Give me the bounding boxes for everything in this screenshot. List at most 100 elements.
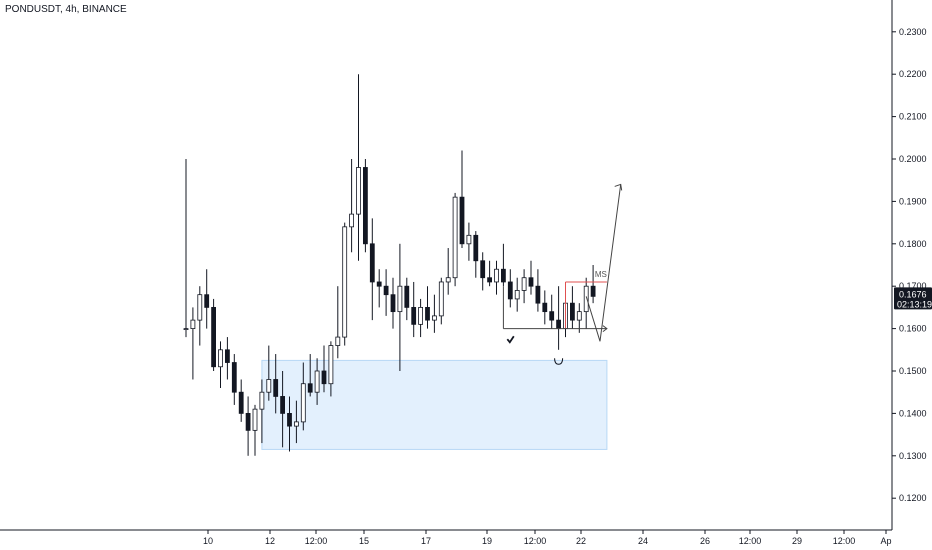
- candle-body: [197, 294, 203, 321]
- candles-layer: [183, 74, 596, 456]
- candle-body: [376, 281, 382, 287]
- support-arrowhead: [602, 325, 608, 333]
- candle-body: [514, 290, 520, 300]
- x-tick-label: 22: [576, 536, 586, 546]
- candle-body: [266, 379, 272, 393]
- candle-body: [438, 281, 444, 317]
- candle: [356, 74, 361, 261]
- bar-countdown: 02:13:19: [897, 299, 932, 309]
- candle: [494, 260, 499, 295]
- candle: [535, 269, 541, 312]
- candle: [307, 354, 313, 397]
- candle: [431, 294, 437, 333]
- candle-body: [356, 167, 361, 215]
- candle: [411, 281, 417, 338]
- candle-body: [280, 396, 286, 414]
- candle: [500, 243, 506, 287]
- candle: [425, 286, 430, 329]
- candle-body: [425, 306, 430, 321]
- check-icon: [506, 335, 515, 344]
- candle: [459, 150, 465, 249]
- candle: [452, 192, 458, 287]
- y-tick-label: 0.1400: [899, 408, 927, 418]
- candle-body: [480, 260, 486, 279]
- y-tick-label: 0.2000: [899, 154, 927, 164]
- candle-body: [466, 234, 472, 245]
- candle: [480, 252, 486, 291]
- candle: [507, 269, 513, 308]
- candle-body: [335, 336, 341, 346]
- candle: [528, 260, 534, 295]
- sweep-curl-icon: [554, 358, 564, 365]
- candle: [183, 159, 189, 338]
- candle-body: [418, 306, 424, 325]
- candle-body: [321, 370, 327, 385]
- candle: [397, 243, 403, 371]
- candle: [473, 231, 479, 278]
- y-tick-label: 0.1200: [899, 493, 927, 503]
- candle: [576, 303, 582, 333]
- candle-body: [556, 319, 561, 329]
- candle-body: [238, 391, 244, 414]
- candle-body: [397, 285, 403, 313]
- candle-body: [473, 234, 479, 262]
- last-price-value: 0.1676: [899, 289, 927, 299]
- candle-body: [183, 328, 189, 331]
- candle-body: [224, 349, 230, 363]
- x-tick-label: 12: [265, 536, 275, 546]
- ms-label: MS: [595, 270, 607, 279]
- candle-body: [362, 167, 368, 245]
- y-tick-label: 0.2100: [899, 112, 927, 122]
- candle: [321, 345, 327, 393]
- candle: [314, 358, 320, 405]
- candle: [342, 222, 348, 346]
- candle-body: [570, 302, 575, 321]
- candle: [204, 269, 210, 329]
- candle: [556, 286, 561, 350]
- projection-path: [585, 184, 622, 342]
- x-tick-label: 29: [792, 536, 802, 546]
- candle: [570, 286, 575, 329]
- candle-body: [252, 408, 258, 431]
- candle: [273, 354, 279, 414]
- candle: [231, 354, 237, 405]
- candle-body: [300, 383, 306, 423]
- projection-arrowhead: [614, 183, 623, 191]
- candle: [328, 341, 334, 397]
- candle: [590, 265, 596, 304]
- candle: [293, 400, 299, 444]
- x-tick-label: 19: [482, 536, 492, 546]
- candle: [390, 277, 396, 329]
- candle-body: [500, 268, 506, 283]
- candle-body: [342, 226, 348, 338]
- x-tick-label: 12:00: [739, 536, 762, 546]
- candle: [252, 404, 258, 456]
- candle: [542, 290, 548, 325]
- candle-body: [211, 306, 217, 368]
- candle: [362, 159, 368, 253]
- y-tick-label: 0.1600: [899, 324, 927, 334]
- candle: [521, 269, 527, 304]
- candle: [190, 307, 196, 380]
- candle-body: [576, 311, 582, 321]
- candle-body: [542, 302, 548, 313]
- y-tick-label: 0.1900: [899, 196, 927, 206]
- x-tick-label: Ap: [880, 536, 891, 546]
- y-tick-label: 0.2300: [899, 27, 927, 37]
- last-price-tag: [894, 287, 932, 310]
- candle-body: [383, 285, 389, 296]
- candle-body: [293, 421, 299, 427]
- y-tick-label: 0.1800: [899, 239, 927, 249]
- candle-body: [535, 285, 541, 304]
- demand-zone-layer: [261, 359, 608, 450]
- candle: [335, 286, 341, 359]
- x-tick-label: 12:00: [305, 536, 328, 546]
- candle: [466, 222, 472, 261]
- candle: [349, 159, 355, 253]
- x-tick-label: 12:00: [833, 536, 856, 546]
- candle: [438, 277, 444, 325]
- candle: [218, 341, 223, 388]
- candle-body: [507, 281, 513, 300]
